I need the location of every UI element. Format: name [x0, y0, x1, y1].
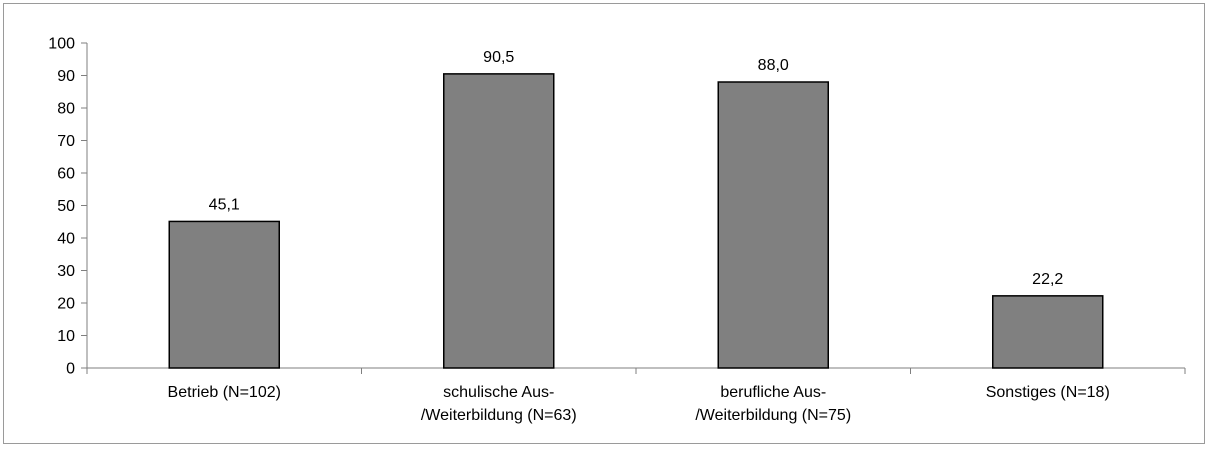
y-tick-label: 70: [57, 133, 75, 150]
y-tick-label: 0: [66, 361, 75, 378]
bar: [717, 81, 829, 369]
y-tick-label: 50: [57, 198, 75, 215]
bars: [168, 73, 1104, 369]
bar: [168, 220, 280, 369]
y-tick-label: 100: [48, 36, 75, 53]
y-tick-label: 30: [57, 263, 75, 280]
bar-chart: 0 10 20 30 40 50 60 70 80 90 100 Betrieb (N=102) sc…: [48, 36, 1186, 424]
bar: [992, 295, 1104, 369]
x-category-label: schulische Aus- /Weiterbildung (N=63): [421, 384, 577, 424]
x-category-label-line: /Weiterbildung (N=75): [695, 407, 851, 424]
bar-value-label: 22,2: [1032, 271, 1063, 288]
x-category-label: Sonstiges (N=18): [986, 384, 1110, 401]
y-tick-label: 60: [57, 166, 75, 183]
y-tick-label: 40: [57, 231, 75, 248]
y-tick-label: 20: [57, 296, 75, 313]
x-category-label-line: schulische Aus-: [443, 384, 554, 401]
x-category-label-line: Betrieb (N=102): [168, 384, 281, 401]
x-category-label: berufliche Aus- /Weiterbildung (N=75): [695, 384, 851, 424]
x-category-label-line: /Weiterbildung (N=63): [421, 407, 577, 424]
y-tick-label: 80: [57, 101, 75, 118]
bar-value-label: 88,0: [758, 57, 789, 74]
x-category-label-line: Sonstiges (N=18): [986, 384, 1110, 401]
y-tick-label: 90: [57, 68, 75, 85]
bar: [443, 73, 555, 369]
bar-value-label: 45,1: [209, 196, 240, 213]
x-axis: Betrieb (N=102) schulische Aus- /Weiterbil…: [86, 367, 1186, 424]
y-tick-label: 10: [57, 328, 75, 345]
x-category-label-line: berufliche Aus-: [720, 384, 826, 401]
bar-value-label: 90,5: [483, 49, 514, 66]
data-labels: 45,1 90,5 88,0 22,2: [209, 49, 1064, 288]
x-category-label: Betrieb (N=102): [168, 384, 281, 401]
chart-frame: 0 10 20 30 40 50 60 70 80 90 100 Betrieb (N=102) sc…: [3, 3, 1205, 444]
y-axis: 0 10 20 30 40 50 60 70 80 90 100: [48, 36, 88, 378]
